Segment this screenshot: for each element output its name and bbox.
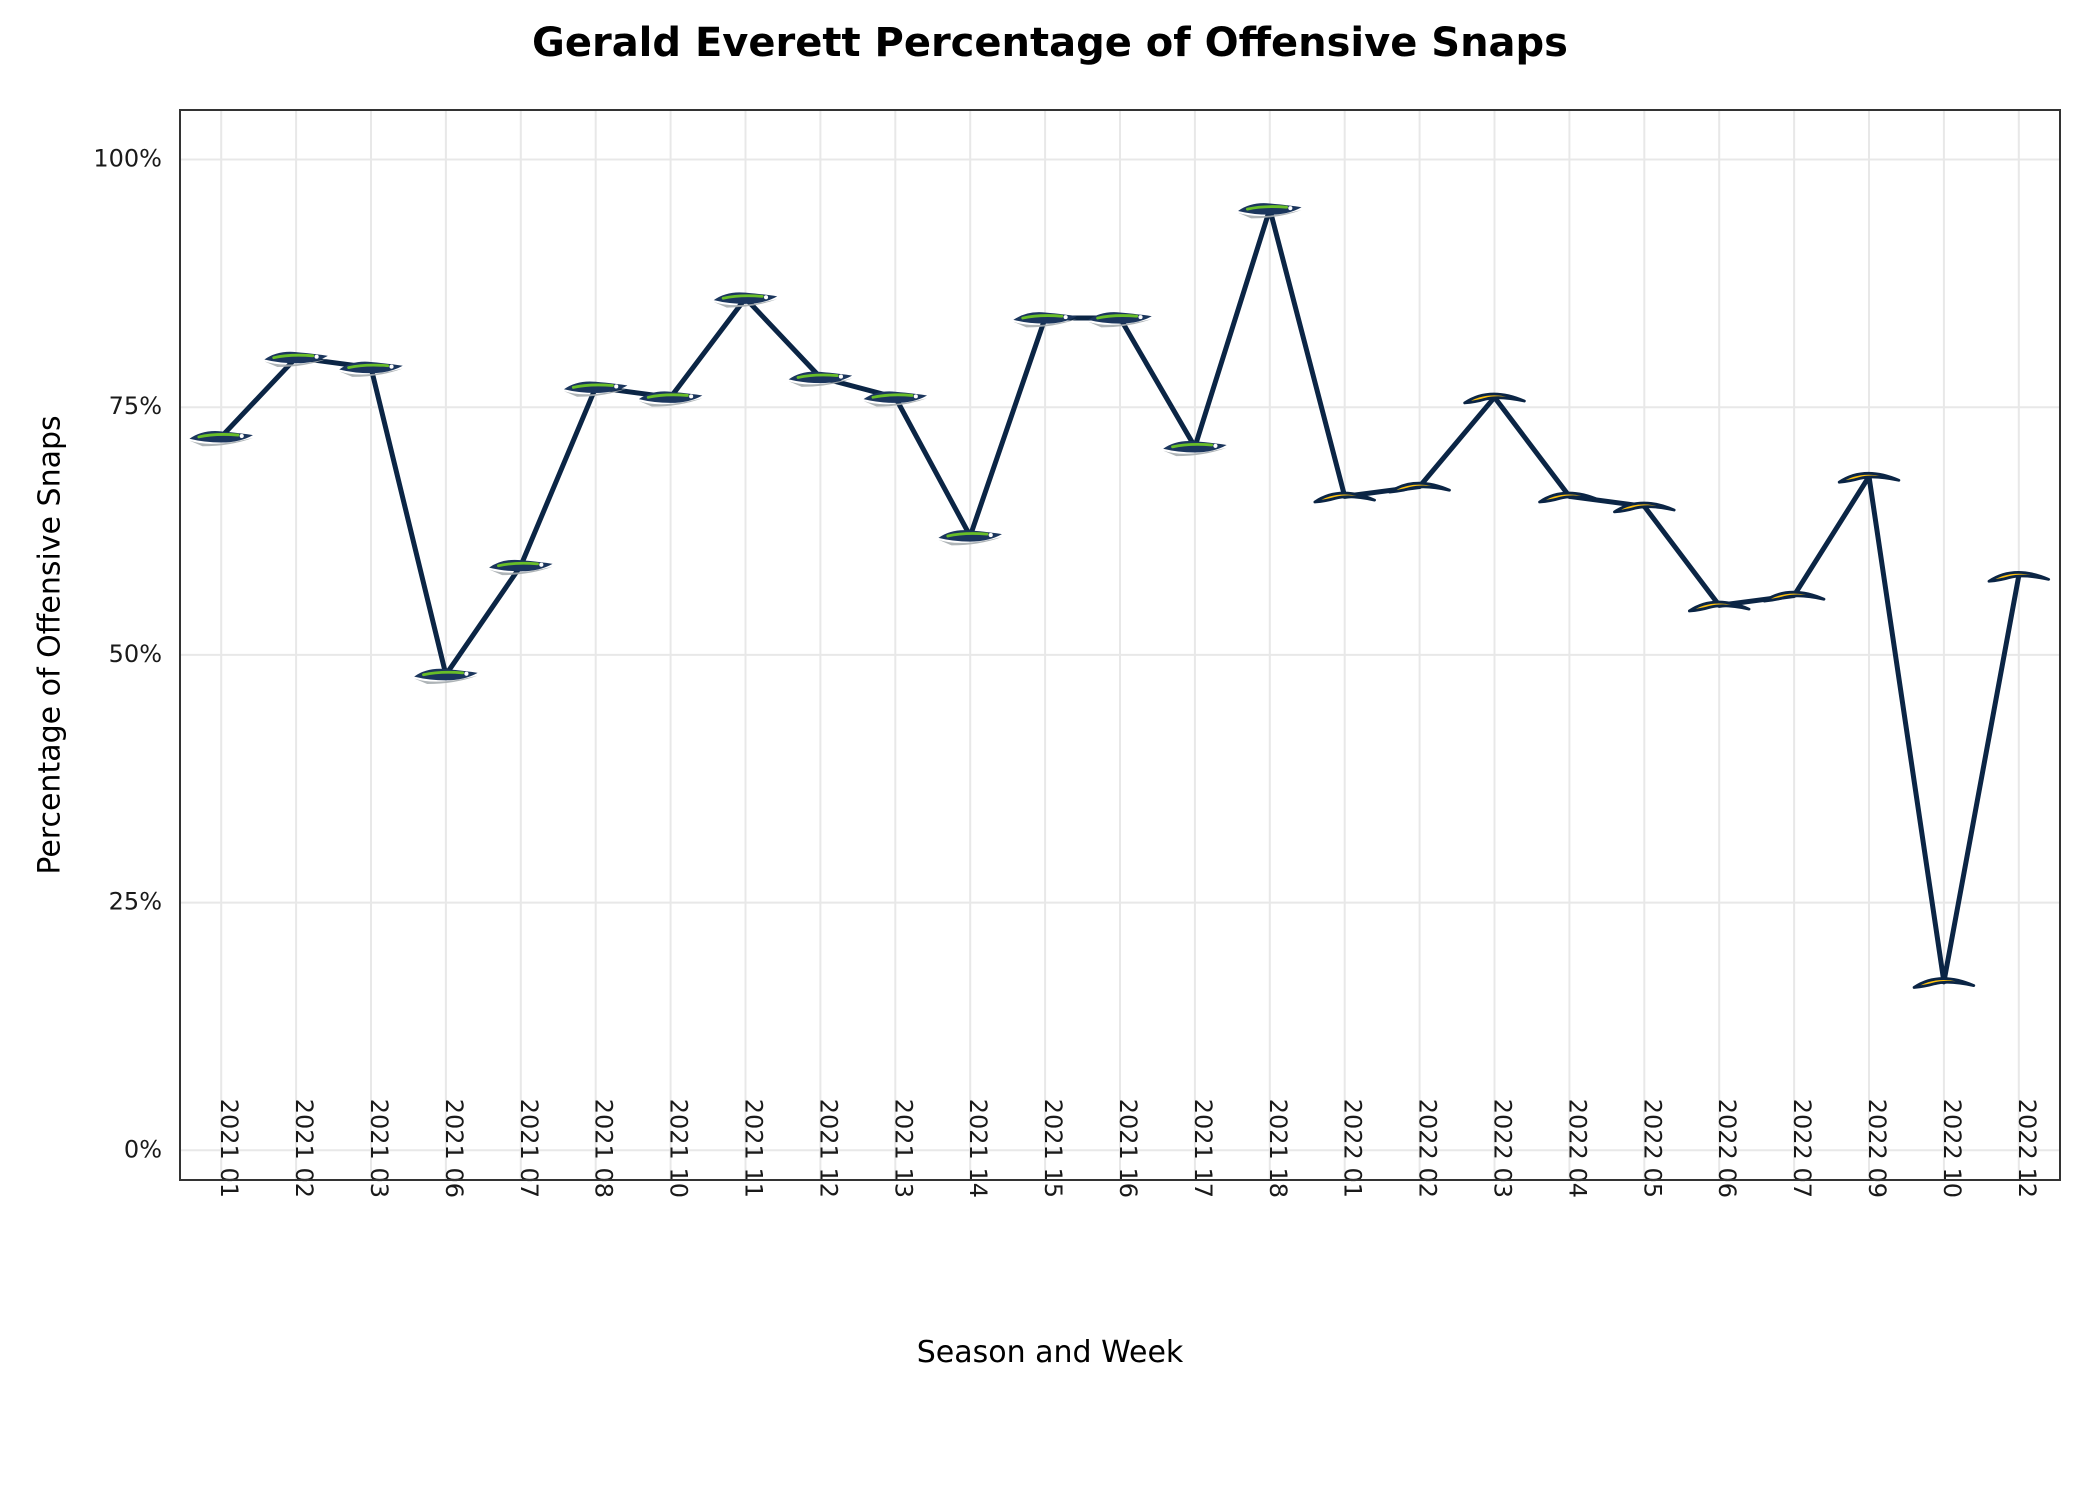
svg-text:2022 07: 2022 07 [1788,1099,1816,1198]
chart-svg: 0% 25% 50% 75% 100% 2021 01 2021 02 2021 03 2021… [0,0,2100,1500]
svg-text:2022 04: 2022 04 [1563,1099,1591,1198]
svg-text:2022 03: 2022 03 [1489,1099,1517,1198]
svg-text:2021 17: 2021 17 [1189,1099,1217,1198]
svg-text:2022 02: 2022 02 [1414,1099,1442,1198]
chart-container: Gerald Everett Percentage of Offensive S… [0,0,2100,1500]
svg-text:2021 06: 2021 06 [440,1099,468,1198]
svg-text:2022 05: 2022 05 [1638,1099,1666,1198]
svg-text:2021 11: 2021 11 [739,1099,767,1198]
svg-text:100%: 100% [93,145,162,173]
svg-text:2022 09: 2022 09 [1863,1099,1891,1198]
svg-text:2021 13: 2021 13 [889,1099,917,1198]
svg-text:50%: 50% [109,640,162,668]
svg-text:2021 12: 2021 12 [814,1099,842,1198]
svg-text:2022 01: 2022 01 [1339,1099,1367,1198]
svg-text:2021 03: 2021 03 [365,1099,393,1198]
svg-text:25%: 25% [109,888,162,916]
svg-text:2022 06: 2022 06 [1713,1099,1741,1198]
y-tick-labels: 0% 25% 50% 75% 100% [93,145,162,1164]
svg-text:2022 12: 2022 12 [2013,1099,2041,1198]
svg-text:2021 15: 2021 15 [1039,1099,1067,1198]
svg-text:2021 08: 2021 08 [590,1099,618,1198]
svg-text:0%: 0% [124,1135,162,1163]
svg-text:2021 02: 2021 02 [290,1099,318,1198]
svg-text:2021 14: 2021 14 [964,1099,992,1198]
svg-text:2021 07: 2021 07 [515,1099,543,1198]
svg-text:2021 16: 2021 16 [1114,1099,1142,1198]
svg-text:2022 10: 2022 10 [1938,1099,1966,1198]
svg-text:75%: 75% [109,392,162,420]
svg-text:2021 01: 2021 01 [215,1099,243,1198]
svg-text:2021 10: 2021 10 [665,1099,693,1198]
svg-text:2021 18: 2021 18 [1264,1099,1292,1198]
